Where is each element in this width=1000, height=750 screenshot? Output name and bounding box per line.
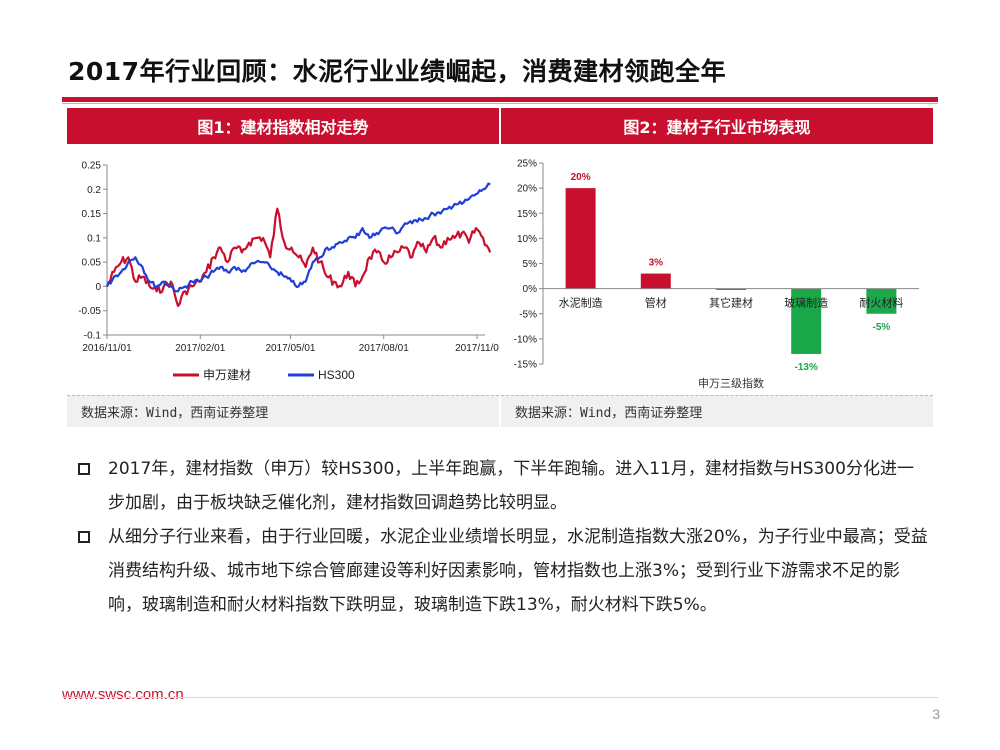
bar	[791, 288, 822, 354]
x-tick-label: 2017/11/0	[455, 343, 499, 354]
x-tick-label: 2016/11/01	[82, 343, 132, 354]
figure2-header: 图2：建材子行业市场表现	[501, 108, 933, 144]
y-tick-label: 0.1	[87, 233, 101, 244]
legend-label: HS300	[318, 368, 355, 382]
bar	[640, 273, 671, 289]
y-tick-label: 0%	[523, 284, 538, 295]
bullet-item: 2017年，建材指数（申万）较HS300，上半年跑赢，下半年跑输。进入11月，建…	[78, 452, 928, 520]
bar	[716, 288, 746, 290]
x-tick-label: 2017/02/01	[175, 343, 225, 354]
y-tick-label: 20%	[517, 184, 537, 195]
bullet-item: 从细分子行业来看，由于行业回暖，水泥企业业绩增长明显，水泥制造指数大涨20%，为…	[78, 520, 928, 622]
title-underline-thin	[62, 103, 938, 104]
line-chart-panel: 0.25 0.2 0.15 0.1 0.05 0 -0.05 -0.1 2016/11/01 20…	[67, 147, 499, 393]
y-tick-label: -0.05	[78, 306, 101, 317]
page-title: 2017年行业回顾：水泥行业业绩崛起，消费建材领跑全年	[68, 57, 727, 86]
figure2-source: 数据来源：Wind，西南证券整理	[501, 395, 933, 427]
category-label: 其它建材	[709, 296, 753, 310]
figure1-source: 数据来源：Wind，西南证券整理	[67, 395, 499, 427]
x-tick-label: 2017/08/01	[359, 343, 409, 354]
category-label: 管材	[645, 296, 667, 310]
bullet-text: 2017年，建材指数（申万）较HS300，上半年跑赢，下半年跑输。进入11月，建…	[108, 459, 914, 513]
data-label: -5%	[873, 322, 891, 333]
bar	[866, 288, 897, 314]
y-tick-label: -0.1	[84, 331, 102, 342]
bar-chart-panel: 25% 20% 15% 10% 5% 0% -5% -10% -15% 20% 3% -13% -5% 水…	[501, 147, 933, 393]
x-tick-label: 2017/05/01	[265, 343, 315, 354]
footer-divider	[62, 697, 938, 698]
y-tick-label: 10%	[517, 234, 537, 245]
bullet-text: 从细分子行业来看，由于行业回暖，水泥企业业绩增长明显，水泥制造指数大涨20%，为…	[108, 527, 928, 615]
x-axis-title: 申万三级指数	[698, 376, 764, 390]
y-tick-label: -15%	[514, 360, 537, 371]
y-tick-label: 15%	[517, 209, 537, 220]
square-bullet-icon	[78, 531, 90, 543]
series-line	[106, 207, 492, 307]
category-label: 水泥制造	[559, 296, 603, 310]
y-tick-label: 25%	[517, 159, 537, 170]
y-tick-label: -10%	[514, 334, 537, 345]
data-label: 3%	[649, 258, 664, 269]
y-tick-label: 5%	[523, 259, 538, 270]
figure1-header: 图1：建材指数相对走势	[67, 108, 499, 144]
y-tick-label: 0	[95, 282, 101, 293]
square-bullet-icon	[78, 463, 90, 475]
y-tick-label: -5%	[519, 309, 537, 320]
series-line	[105, 182, 491, 293]
data-label: 20%	[571, 172, 591, 183]
legend-label: 申万建材	[203, 368, 251, 382]
category-label: 玻璃制造	[784, 296, 828, 310]
y-tick-label: 0.05	[82, 258, 102, 269]
page-number: 3	[932, 706, 940, 722]
bar	[565, 188, 596, 289]
y-tick-label: 0.15	[82, 209, 102, 220]
title-underline	[62, 97, 938, 102]
category-label: 耐火材料	[859, 296, 903, 310]
data-label: -13%	[795, 362, 818, 373]
footer-url[interactable]: www.swsc.com.cn	[62, 686, 184, 703]
y-tick-label: 0.25	[82, 161, 102, 172]
bar-chart: 25% 20% 15% 10% 5% 0% -5% -10% -15% 20% 3% -13% -5% 水…	[514, 159, 919, 390]
y-tick-label: 0.2	[87, 185, 101, 196]
bullet-list: 2017年，建材指数（申万）较HS300，上半年跑赢，下半年跑输。进入11月，建…	[78, 452, 928, 622]
